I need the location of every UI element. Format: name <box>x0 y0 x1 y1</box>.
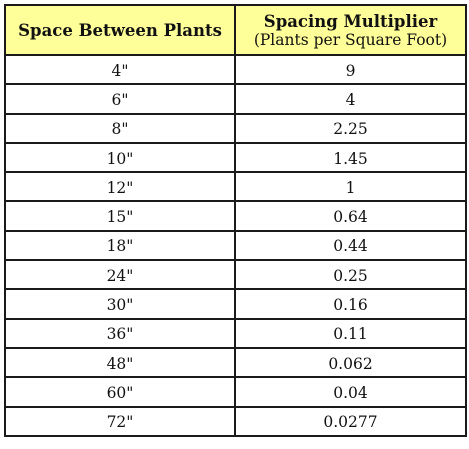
table-row: 4" 9 <box>4 53 467 86</box>
spacing-multiplier-cell: 0.64 <box>234 200 467 232</box>
header-spacing-multiplier: Spacing Multiplier (Plants per Square Fo… <box>234 4 467 56</box>
spacing-multiplier-cell: 1 <box>234 171 467 203</box>
spacing-multiplier-cell: 0.04 <box>234 376 467 408</box>
plant-spacing-table: Space Between Plants Spacing Multiplier … <box>4 4 467 437</box>
table-row: 60" 0.04 <box>4 376 467 408</box>
header-multiplier-label: Spacing Multiplier <box>263 11 438 31</box>
space-between-plants-cell: 36" <box>4 317 236 349</box>
spacing-multiplier-cell: 0.16 <box>234 288 467 320</box>
header-multiplier-sublabel: (Plants per Square Foot) <box>253 30 448 49</box>
spacing-multiplier-cell: 0.062 <box>234 346 467 379</box>
space-between-plants-cell: 72" <box>4 405 236 437</box>
header-row: Space Between Plants Spacing Multiplier … <box>4 4 467 56</box>
table-row: 24" 0.25 <box>4 259 467 291</box>
table-row: 18" 0.44 <box>4 229 467 262</box>
space-between-plants-cell: 8" <box>4 112 236 144</box>
table-row: 36" 0.11 <box>4 317 467 349</box>
space-between-plants-cell: 18" <box>4 229 236 262</box>
spacing-multiplier-cell: 0.25 <box>234 259 467 291</box>
header-space-label: Space Between Plants <box>18 20 222 40</box>
table-row: 30" 0.16 <box>4 288 467 320</box>
space-between-plants-cell: 10" <box>4 141 236 174</box>
table-row: 8" 2.25 <box>4 112 467 144</box>
table-row: 72" 0.0277 <box>4 405 467 437</box>
table-header: Space Between Plants Spacing Multiplier … <box>4 4 467 56</box>
header-space-between-plants: Space Between Plants <box>4 4 236 56</box>
table-body: 4" 9 6" 4 8" 2.25 10" 1.45 12" 1 15" 0.64 18" 0.44 24"… <box>4 53 467 437</box>
space-between-plants-cell: 12" <box>4 171 236 203</box>
space-between-plants-cell: 4" <box>4 53 236 86</box>
table-row: 48" 0.062 <box>4 346 467 379</box>
space-between-plants-cell: 6" <box>4 83 236 115</box>
table-row: 10" 1.45 <box>4 141 467 174</box>
space-between-plants-cell: 48" <box>4 346 236 379</box>
spacing-multiplier-cell: 1.45 <box>234 141 467 174</box>
table-row: 15" 0.64 <box>4 200 467 232</box>
spacing-multiplier-cell: 2.25 <box>234 112 467 144</box>
spacing-multiplier-cell: 0.44 <box>234 229 467 262</box>
spacing-multiplier-cell: 0.0277 <box>234 405 467 437</box>
spacing-multiplier-cell: 0.11 <box>234 317 467 349</box>
spacing-multiplier-cell: 4 <box>234 83 467 115</box>
spacing-table-container: Space Between Plants Spacing Multiplier … <box>4 4 467 445</box>
table-row: 6" 4 <box>4 83 467 115</box>
space-between-plants-cell: 24" <box>4 259 236 291</box>
spacing-multiplier-cell: 9 <box>234 53 467 86</box>
space-between-plants-cell: 15" <box>4 200 236 232</box>
table-row: 12" 1 <box>4 171 467 203</box>
space-between-plants-cell: 30" <box>4 288 236 320</box>
space-between-plants-cell: 60" <box>4 376 236 408</box>
